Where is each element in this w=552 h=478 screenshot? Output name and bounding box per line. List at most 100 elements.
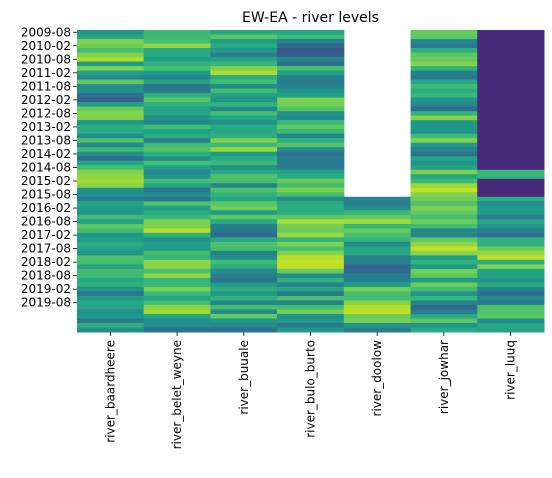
heatmap-cell xyxy=(77,259,145,265)
heatmap-cell xyxy=(477,39,545,45)
heatmap-cell xyxy=(143,264,211,270)
heatmap-cell xyxy=(410,147,478,153)
y-tick-label: 2013-02 xyxy=(21,120,71,134)
heatmap-cell xyxy=(477,255,545,261)
heatmap-cell xyxy=(210,304,278,310)
heatmap-cell xyxy=(277,165,345,171)
heatmap-cell xyxy=(477,66,545,72)
heatmap-cell xyxy=(477,147,545,153)
heatmap-cell xyxy=(77,178,145,184)
heatmap-cell xyxy=(77,205,145,211)
heatmap-cell xyxy=(277,223,345,229)
heatmap-cell xyxy=(143,246,211,252)
y-tick-label: 2016-02 xyxy=(21,201,71,215)
y-tick-label: 2016-08 xyxy=(21,215,71,229)
heatmap-cell xyxy=(143,129,211,135)
heatmap-cell xyxy=(477,111,545,117)
y-tick-label: 2010-02 xyxy=(21,39,71,53)
heatmap-cell xyxy=(210,178,278,184)
heatmap-cell xyxy=(143,151,211,157)
heatmap-cell xyxy=(410,273,478,279)
chart-title: EW-EA - river levels xyxy=(242,10,379,26)
heatmap-cell xyxy=(143,295,211,301)
heatmap-cell xyxy=(143,147,211,153)
heatmap-cell xyxy=(410,291,478,297)
heatmap-cell xyxy=(77,79,145,85)
heatmap-cell xyxy=(77,228,145,234)
heatmap-cell xyxy=(410,160,478,166)
heatmap-cell xyxy=(77,151,145,157)
heatmap-cell xyxy=(143,223,211,229)
heatmap-cell xyxy=(210,79,278,85)
heatmap-cell xyxy=(477,187,545,193)
heatmap-cell xyxy=(210,264,278,270)
heatmap-cell xyxy=(277,52,345,58)
heatmap-cell xyxy=(277,219,345,225)
heatmap-cell xyxy=(210,196,278,202)
heatmap-cell xyxy=(277,174,345,180)
heatmap-cell xyxy=(410,232,478,238)
heatmap-cell xyxy=(77,273,145,279)
heatmap-cell xyxy=(410,214,478,220)
heatmap-cell xyxy=(77,165,145,171)
heatmap-cell xyxy=(277,295,345,301)
heatmap-cell xyxy=(143,79,211,85)
heatmap-cell xyxy=(477,309,545,315)
heatmap-cell xyxy=(143,286,211,292)
heatmap-cell xyxy=(410,205,478,211)
heatmap-cell xyxy=(410,111,478,117)
heatmap-cell xyxy=(277,169,345,175)
heatmap-cell xyxy=(410,34,478,40)
heatmap-cell xyxy=(277,79,345,85)
heatmap-cell xyxy=(410,138,478,144)
heatmap-cell xyxy=(477,327,545,333)
heatmap-cell xyxy=(143,282,211,288)
heatmap-cell xyxy=(277,205,345,211)
heatmap-cell xyxy=(210,223,278,229)
heatmap-cell xyxy=(77,133,145,139)
heatmap-cell xyxy=(410,61,478,67)
heatmap-cell xyxy=(477,219,545,225)
heatmap-cell xyxy=(343,291,412,297)
heatmap-cell xyxy=(277,183,345,189)
heatmap-cell xyxy=(277,39,345,45)
heatmap-cell xyxy=(77,237,145,243)
heatmap-cell xyxy=(477,133,545,139)
heatmap-cell xyxy=(277,214,345,220)
heatmap-cell xyxy=(477,70,545,76)
heatmap-cell xyxy=(210,106,278,112)
heatmap-cell xyxy=(477,169,545,175)
heatmap-cell xyxy=(77,201,145,207)
heatmap-cells xyxy=(77,30,545,333)
heatmap-cell xyxy=(277,142,345,148)
y-tick-label: 2013-08 xyxy=(21,133,71,147)
heatmap-cell xyxy=(477,124,545,130)
heatmap-cell xyxy=(143,255,211,261)
heatmap-cell xyxy=(410,43,478,49)
heatmap-cell xyxy=(77,30,145,36)
heatmap-cell xyxy=(343,210,412,216)
heatmap-cell xyxy=(343,300,412,306)
heatmap-cell xyxy=(210,52,278,58)
x-tick-label: river_luuq xyxy=(504,340,518,400)
heatmap-cell xyxy=(77,93,145,99)
heatmap-cell xyxy=(410,156,478,162)
heatmap-cell xyxy=(277,178,345,184)
heatmap-cell xyxy=(77,300,145,306)
heatmap-cell xyxy=(477,138,545,144)
heatmap-cell xyxy=(77,61,145,67)
heatmap-cell xyxy=(277,286,345,292)
heatmap-cell xyxy=(210,313,278,319)
heatmap-cell xyxy=(477,57,545,63)
heatmap-cell xyxy=(343,255,412,261)
heatmap-cell xyxy=(77,210,145,216)
heatmap-cell xyxy=(277,106,345,112)
heatmap-cell xyxy=(277,241,345,247)
heatmap-cell xyxy=(410,246,478,252)
heatmap-cell xyxy=(143,201,211,207)
heatmap-cell xyxy=(477,241,545,247)
heatmap-cell xyxy=(343,196,412,202)
heatmap-cell xyxy=(210,66,278,72)
heatmap-cell xyxy=(143,291,211,297)
heatmap-cell xyxy=(143,259,211,265)
